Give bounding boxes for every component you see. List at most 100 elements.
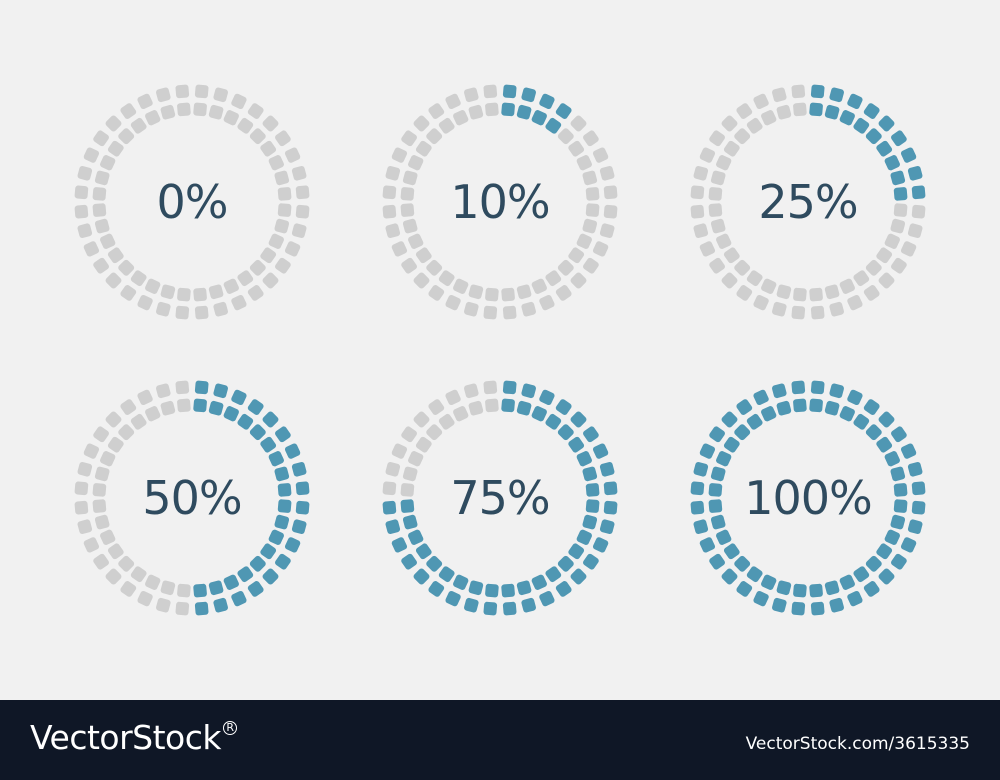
filled-segment [531,574,547,590]
empty-segment [592,147,609,163]
empty-segment [483,84,498,99]
filled-segment [501,583,515,598]
empty-segment [92,499,107,513]
filled-segment [810,601,825,616]
empty-segment [402,466,418,482]
empty-segment [876,247,893,264]
filled-segment [690,500,705,515]
empty-segment [137,389,153,406]
progress-indicators: 0% 10% 25% 50% 75% 100% [74,84,926,616]
empty-segment [438,270,455,287]
empty-segment [483,305,498,320]
filled-segment [521,597,536,613]
empty-segment [120,285,137,301]
filled-segment [863,581,880,597]
filled-segment [890,514,906,530]
filled-segment [753,389,769,406]
empty-segment [453,406,469,422]
filled-segment [761,406,777,422]
filled-segment [408,529,424,545]
filled-segment [900,147,917,163]
empty-segment [208,284,224,300]
empty-segment [426,424,443,441]
filled-segment [501,398,515,413]
empty-segment [385,223,401,238]
filled-segment [194,380,209,395]
progress-ring-75-percent: 75% [382,380,618,616]
empty-segment [118,128,135,145]
empty-segment [824,284,840,300]
empty-segment [485,398,499,413]
filled-segment [555,581,572,597]
filled-segment [237,566,254,583]
percent-label: 25% [758,175,857,229]
empty-segment [428,285,445,301]
filled-segment [592,537,609,553]
empty-segment [94,170,110,186]
filled-segment [890,466,906,482]
empty-segment [531,278,547,294]
filled-segment [249,555,266,572]
empty-segment [585,187,600,201]
empty-segment [468,400,484,416]
empty-segment [156,87,171,103]
filled-segment [208,580,224,596]
empty-segment [721,115,738,132]
empty-segment [295,185,310,200]
empty-segment [485,102,499,117]
progress-ring-100-percent: 100% [690,380,926,616]
empty-segment [92,187,107,201]
empty-segment [426,259,443,276]
filled-segment [521,87,536,103]
empty-segment [156,301,171,317]
filled-segment [262,568,279,585]
empty-segment [426,128,443,145]
logo-text: VectorStock [30,718,222,757]
empty-segment [213,87,228,103]
empty-segment [853,270,870,287]
empty-segment [557,259,574,276]
filled-segment [907,519,923,534]
filled-segment [911,185,926,200]
filled-segment [876,543,893,560]
filled-segment [791,601,806,616]
percent-label: 50% [142,471,241,525]
filled-segment [776,580,792,596]
filled-segment [791,380,806,395]
empty-segment [793,102,807,117]
filled-segment [260,543,277,560]
empty-segment [83,147,100,163]
empty-segment [83,241,100,257]
empty-segment [130,413,147,430]
empty-segment [94,218,110,234]
empty-segment [105,411,122,428]
filled-segment [884,451,900,467]
empty-segment [160,580,176,596]
empty-segment [791,305,806,320]
empty-segment [408,451,424,467]
filled-segment [710,466,726,482]
filled-segment [884,155,900,171]
empty-segment [847,294,863,311]
empty-segment [295,204,310,219]
empty-segment [94,514,110,530]
empty-segment [453,110,469,126]
empty-segment [120,581,137,597]
filled-segment [582,466,598,482]
filled-segment [911,481,926,496]
empty-segment [118,424,135,441]
filled-segment [585,483,600,497]
filled-segment [193,583,207,598]
filled-segment [391,537,408,553]
empty-segment [291,223,307,238]
filled-segment [772,597,787,613]
filled-segment [734,424,751,441]
empty-segment [175,305,190,320]
empty-segment [761,278,777,294]
filled-segment [570,568,587,585]
empty-segment [582,170,598,186]
empty-segment [92,483,107,497]
empty-segment [736,103,753,119]
percent-label: 75% [450,471,549,525]
filled-segment [274,514,290,530]
